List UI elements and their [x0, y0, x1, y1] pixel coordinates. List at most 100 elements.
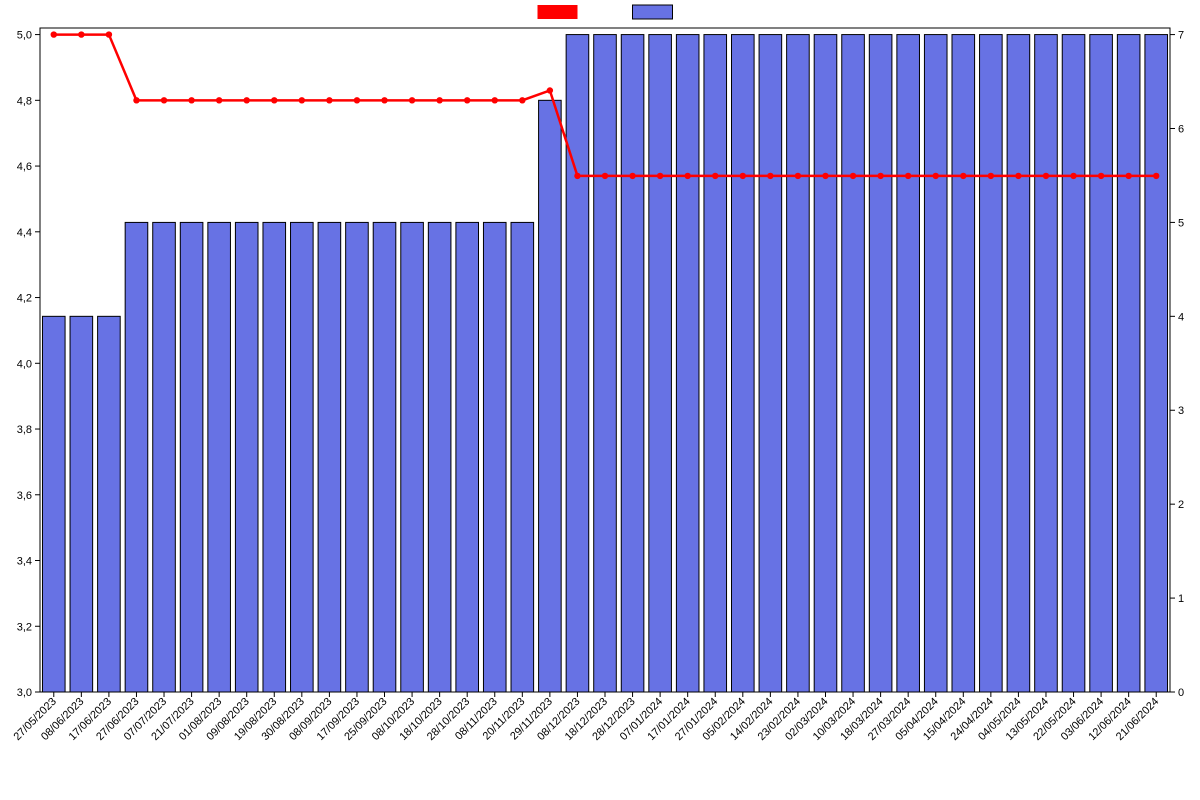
line-marker: [519, 97, 525, 103]
line-marker: [574, 173, 580, 179]
bar: [373, 222, 396, 692]
left-tick-label: 4,6: [17, 161, 32, 173]
left-tick-label: 5,0: [17, 30, 32, 42]
bar: [1090, 35, 1113, 692]
bar: [208, 222, 231, 692]
bar: [401, 222, 424, 692]
line-marker: [271, 97, 277, 103]
line-marker: [161, 97, 167, 103]
left-tick-label: 4,0: [17, 358, 32, 370]
bar: [649, 35, 672, 692]
right-tick-label: 6: [1178, 123, 1184, 135]
bar: [759, 35, 782, 692]
right-tick-label: 2: [1178, 499, 1184, 511]
line-marker: [629, 173, 635, 179]
bar: [952, 35, 975, 692]
line-marker: [216, 97, 222, 103]
bar: [539, 100, 562, 692]
left-tick-label: 4,2: [17, 293, 32, 305]
legend-swatch-line: [538, 5, 578, 19]
right-tick-label: 1: [1178, 593, 1184, 605]
bar: [98, 316, 121, 692]
right-tick-label: 5: [1178, 217, 1184, 229]
bar: [70, 316, 93, 692]
left-tick-label: 3,2: [17, 621, 32, 633]
dual-axis-chart: 3,03,23,43,63,84,04,24,44,64,85,00123456…: [0, 0, 1200, 800]
bar: [483, 222, 506, 692]
bar: [263, 222, 286, 692]
line-marker: [822, 173, 828, 179]
left-tick-label: 4,4: [17, 227, 32, 239]
bar: [980, 35, 1003, 692]
right-tick-label: 7: [1178, 30, 1184, 42]
bar: [428, 222, 451, 692]
line-marker: [409, 97, 415, 103]
line-marker: [1070, 173, 1076, 179]
line-marker: [933, 173, 939, 179]
bar: [125, 222, 148, 692]
bar: [153, 222, 176, 692]
right-tick-label: 4: [1178, 311, 1184, 323]
bar: [511, 222, 534, 692]
bar: [456, 222, 479, 692]
bar: [814, 35, 837, 692]
line-marker: [78, 31, 84, 37]
line-marker: [657, 173, 663, 179]
bar: [897, 35, 920, 692]
bar: [180, 222, 203, 692]
line-marker: [106, 31, 112, 37]
line-marker: [740, 173, 746, 179]
line-marker: [547, 87, 553, 93]
bar: [594, 35, 617, 692]
bar: [842, 35, 865, 692]
left-tick-label: 3,0: [17, 687, 32, 699]
bar: [924, 35, 947, 692]
bar: [346, 222, 369, 692]
line-marker: [960, 173, 966, 179]
bar: [1145, 35, 1168, 692]
bar: [704, 35, 727, 692]
line-marker: [712, 173, 718, 179]
line-marker: [354, 97, 360, 103]
line-marker: [1043, 173, 1049, 179]
line-marker: [381, 97, 387, 103]
bar: [42, 316, 65, 692]
bar: [787, 35, 810, 692]
left-tick-label: 3,6: [17, 490, 32, 502]
bar: [235, 222, 258, 692]
bar: [621, 35, 644, 692]
bar: [869, 35, 892, 692]
line-marker: [767, 173, 773, 179]
line-marker: [684, 173, 690, 179]
line-marker: [795, 173, 801, 179]
right-tick-label: 0: [1178, 687, 1184, 699]
bar: [566, 35, 589, 692]
line-marker: [244, 97, 250, 103]
left-tick-label: 3,8: [17, 424, 32, 436]
bar: [1007, 35, 1030, 692]
line-marker: [850, 173, 856, 179]
bar: [1035, 35, 1058, 692]
line-marker: [602, 173, 608, 179]
bar: [291, 222, 314, 692]
left-tick-label: 3,4: [17, 556, 32, 568]
bar: [1117, 35, 1140, 692]
line-marker: [877, 173, 883, 179]
line-marker: [464, 97, 470, 103]
bar: [318, 222, 341, 692]
line-marker: [1125, 173, 1131, 179]
line-marker: [51, 31, 57, 37]
bar: [732, 35, 755, 692]
line-marker: [299, 97, 305, 103]
line-marker: [1153, 173, 1159, 179]
line-marker: [1015, 173, 1021, 179]
legend-swatch-bar: [633, 5, 673, 19]
line-marker: [133, 97, 139, 103]
bar: [1062, 35, 1085, 692]
bar: [676, 35, 699, 692]
line-marker: [905, 173, 911, 179]
line-marker: [492, 97, 498, 103]
line-marker: [326, 97, 332, 103]
line-marker: [1098, 173, 1104, 179]
line-marker: [988, 173, 994, 179]
